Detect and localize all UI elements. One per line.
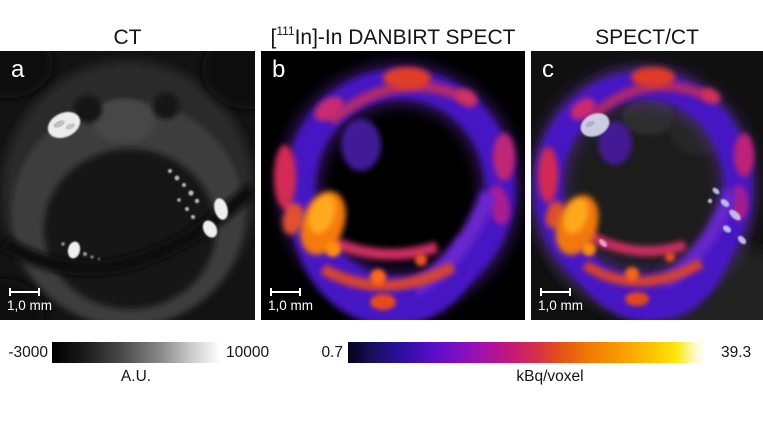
title-open-bracket: [ [270,26,277,49]
panel-title-ct: CT [0,26,255,49]
scalebar-label: 1,0 mm [268,298,314,313]
spect-colorbar-min: 0.7 [321,344,343,361]
scalebar-b: 1,0 mm [268,288,313,313]
spect-colorbar-max: 39.3 [721,344,752,361]
panel-label-c: c [542,56,554,83]
scalebar-line [270,288,301,296]
spectct-fused-slice [531,51,763,320]
spect-colorbar-gradient [348,342,705,363]
panel-title-ct-text: CT [113,26,142,49]
ct-colorbar-max: 10000 [226,344,270,361]
panel-title-spectct: SPECT/CT [531,26,763,49]
isotope-superscript: 111 [276,24,295,38]
panel-title-spect-text: In]-In DANBIRT SPECT [294,26,516,49]
panel-label-b: b [272,56,286,83]
spect-axial-slice [261,51,525,320]
ct-axial-slice [0,51,255,320]
panel-title-spect: [111In]-In DANBIRT SPECT [261,24,525,49]
scalebar-label: 1,0 mm [7,298,53,313]
ct-colorbar-min: -3000 [8,344,48,361]
panel-title-spectct-text: SPECT/CT [595,26,699,49]
panel-spect-image: b 1,0 mm [261,51,525,320]
scalebar-a: 1,0 mm [7,288,52,313]
panel-ct-image: a 1,0 mm [0,51,255,320]
spect-colorbar-unit: kBq/voxel [516,368,584,385]
scalebar-line [9,288,40,296]
panel-label-a: a [11,56,25,83]
scalebar-line [540,288,571,296]
ct-colorbar-unit: A.U. [120,368,152,385]
panel-spectct-image: c 1,0 mm [531,51,763,320]
scalebar-label: 1,0 mm [538,298,584,313]
scalebar-c: 1,0 mm [538,288,583,313]
ct-colorbar-gradient [52,342,220,363]
